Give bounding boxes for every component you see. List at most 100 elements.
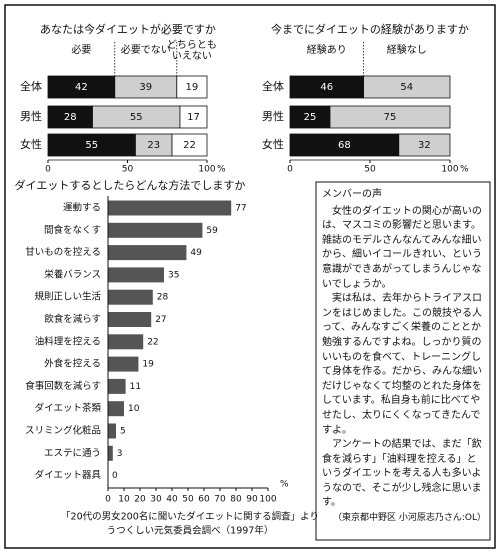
value-label: 77 — [235, 204, 246, 214]
x-tick-label: 50 — [182, 495, 194, 505]
bar — [108, 445, 113, 461]
y-tick-label: ダイエット器具 — [35, 469, 102, 481]
value-label: 28 — [64, 112, 77, 123]
legend-label: 必要でない — [121, 43, 171, 56]
bar — [108, 267, 164, 283]
value-label: 3 — [117, 449, 123, 459]
value-label: 22 — [147, 337, 158, 347]
y-tick-label: スリミング化粧品 — [25, 425, 101, 437]
y-tick-label: 油料理を控える — [35, 335, 101, 347]
value-label: 19 — [186, 82, 199, 93]
value-label: 46 — [320, 82, 333, 93]
value-label: 27 — [155, 315, 166, 325]
bar — [108, 289, 153, 305]
value-label: 39 — [139, 82, 152, 93]
value-label: 32 — [418, 140, 431, 151]
x-unit: % — [280, 480, 289, 490]
value-label: 19 — [142, 360, 154, 370]
x-tick-label: 100 — [441, 165, 458, 175]
value-label: 68 — [338, 140, 351, 151]
bar-segment — [363, 75, 451, 99]
value-label: 75 — [384, 112, 397, 123]
x-tick-label: 80 — [230, 495, 242, 505]
x-tick-label: 40 — [166, 495, 178, 505]
bar-segment — [176, 75, 208, 99]
value-label: 22 — [183, 140, 196, 151]
x-tick-label: 90 — [246, 495, 258, 505]
x-unit: % — [460, 165, 469, 175]
sidebar-paragraph: 女性のダイエットの関心が高いのは、マスコミの影響だと思います。雑誌のモデルさんな… — [322, 205, 482, 290]
value-label: 28 — [157, 293, 169, 303]
y-tick-label: 運動する — [63, 203, 101, 214]
legend-label: 必要 — [71, 43, 91, 56]
value-label: 54 — [400, 82, 413, 93]
x-tick-label: 20 — [134, 495, 146, 505]
legend-label: 経験あり — [307, 43, 347, 56]
bar — [108, 378, 126, 394]
value-label: 55 — [130, 112, 143, 123]
sidebar-frame — [315, 181, 491, 541]
value-label: 10 — [128, 404, 140, 414]
y-tick-label: ダイエット茶類 — [35, 402, 102, 414]
value-label: 11 — [130, 382, 141, 392]
sidebar: メンバーの声 女性のダイエットの関心が高いのは、マスコミの影響だと思います。雑誌… — [322, 188, 486, 526]
y-tick-label: 男性 — [20, 109, 42, 123]
sidebar-signature: （東京都中野区 小河原志乃さん:OL） — [333, 513, 486, 524]
chart-title: あなたは今ダイエットが必要ですか — [40, 22, 216, 36]
y-tick-label: 間食をなくす — [44, 224, 101, 236]
value-label: 23 — [147, 140, 160, 151]
y-tick-label: 栄養バランス — [44, 268, 101, 280]
legend-label: どちらともいえない — [167, 39, 217, 62]
bar — [108, 200, 232, 216]
bar-segment — [398, 133, 451, 157]
sidebar-paragraph: 実は私は、去年からトライアスロンをはじめました。この競技やる人って、みんなすごく… — [322, 293, 482, 436]
y-tick-label: 外食を控える — [44, 358, 101, 370]
value-label: 5 — [120, 427, 126, 437]
value-label: 17 — [187, 112, 200, 123]
bar-segment — [171, 133, 208, 157]
outer-frame — [4, 4, 496, 549]
y-tick-label: 食事回数を減らす — [25, 380, 101, 392]
x-tick-label: 70 — [214, 495, 226, 505]
x-tick-label: 30 — [150, 495, 162, 505]
y-tick-label: 規則正しい生活 — [34, 291, 101, 303]
x-tick-label: 60 — [198, 495, 210, 505]
x-tick-label: 0 — [45, 165, 51, 175]
value-label: 55 — [85, 140, 98, 151]
y-tick-label: 全体 — [20, 79, 42, 93]
bar-segment — [329, 105, 451, 129]
legend-label: 経験なし — [387, 43, 427, 56]
bar — [108, 312, 152, 327]
value-label: 49 — [190, 248, 202, 258]
x-tick-label: 100 — [259, 495, 276, 505]
source-line: 「20代の男女200名に聞いたダイエットに関する調査」より — [61, 511, 319, 523]
bar-segment — [179, 105, 208, 129]
value-label: 25 — [304, 112, 317, 123]
bar — [108, 356, 139, 372]
y-tick-label: 甘いものを控える — [25, 246, 101, 258]
x-tick-label: 10 — [118, 495, 130, 505]
x-unit: % — [217, 165, 226, 175]
chart-title: 今までにダイエットの経験がありますか — [271, 22, 469, 36]
value-label: 35 — [168, 270, 179, 280]
value-label: 42 — [75, 82, 88, 93]
bar — [108, 334, 144, 350]
source-line: うつくしい元気委員会調べ（1997年） — [107, 525, 274, 537]
chart-title: ダイエットするとしたらどんな方法でしますか — [15, 178, 246, 192]
bar — [108, 245, 187, 261]
sidebar-title: メンバーの声 — [322, 189, 382, 200]
x-tick-label: 50 — [364, 165, 376, 175]
y-tick-label: 全体 — [262, 79, 284, 93]
value-label: 59 — [206, 226, 218, 236]
bar — [108, 401, 124, 417]
x-tick-label: 100 — [198, 165, 215, 175]
y-tick-label: エステに通う — [44, 448, 101, 459]
bar — [108, 423, 116, 439]
y-tick-label: 男性 — [262, 109, 284, 123]
y-tick-label: 女性 — [20, 137, 42, 151]
y-tick-label: 女性 — [262, 137, 284, 151]
value-label: 0 — [112, 471, 118, 481]
x-tick-label: 0 — [287, 165, 293, 175]
